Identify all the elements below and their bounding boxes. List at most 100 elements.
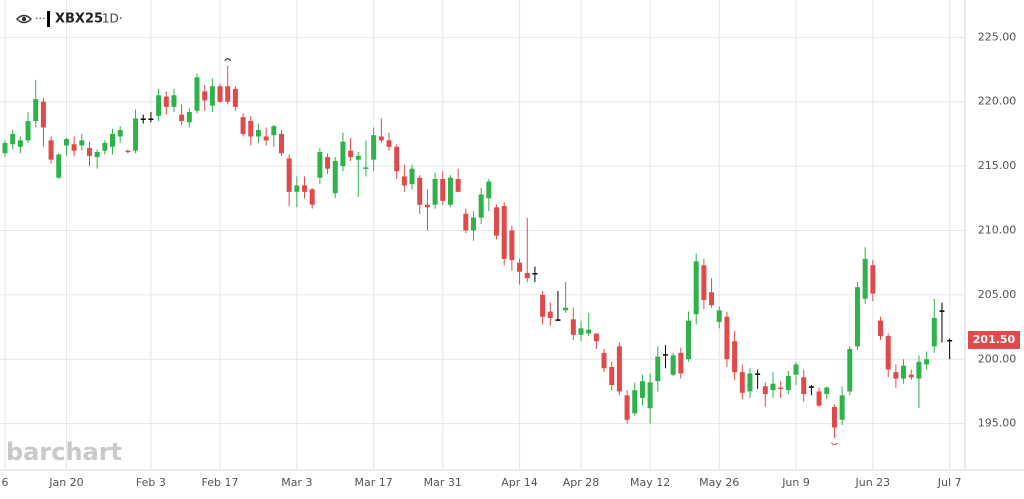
candle-body <box>540 294 546 317</box>
y-tick-label: 200.00 <box>978 352 1017 365</box>
candle-body <box>693 261 699 315</box>
menu-dots[interactable]: ··· <box>35 12 46 25</box>
x-tick-label: Jul 7 <box>937 476 962 489</box>
y-tick-label: 220.00 <box>978 95 1017 108</box>
symbol: XBX25 <box>55 12 103 27</box>
candle-body <box>847 348 853 392</box>
candle-body <box>86 148 92 156</box>
candle-body <box>609 366 615 386</box>
x-tick-label: May 12 <box>630 476 670 489</box>
candle-body <box>194 77 200 111</box>
candle-body <box>670 355 676 375</box>
candle-body <box>578 328 584 335</box>
candle-body <box>317 151 323 178</box>
candle-body <box>286 158 292 192</box>
candle-body <box>709 292 715 306</box>
candle-body <box>10 133 16 145</box>
candle-body <box>778 387 784 390</box>
candle-body <box>862 258 868 299</box>
candle-body <box>470 217 476 231</box>
candle-body <box>271 126 277 136</box>
candle-body <box>916 361 922 379</box>
candle-body <box>547 311 553 319</box>
candle-body <box>501 206 507 259</box>
x-tick-label: Apr 14 <box>501 476 538 489</box>
candle-body <box>747 373 753 392</box>
candle-body <box>724 316 730 360</box>
candle-body <box>555 319 561 321</box>
candle-body <box>424 204 430 208</box>
candle-body <box>102 142 108 151</box>
high-marker <box>224 58 232 61</box>
x-tick-label: Mar 17 <box>355 476 393 489</box>
candle-body <box>186 112 192 123</box>
candle-body <box>94 151 100 158</box>
eye-icon[interactable] <box>16 14 32 24</box>
candle-body <box>133 118 139 151</box>
candle-body <box>762 386 768 395</box>
candle-body <box>639 381 645 398</box>
candle-body <box>816 391 822 406</box>
candle-body <box>140 118 146 120</box>
candle-body <box>517 262 523 272</box>
candle-body <box>532 272 538 275</box>
candle-body <box>686 320 692 360</box>
candle-body <box>409 168 415 185</box>
candle-body <box>263 136 269 141</box>
candle-body <box>2 142 8 154</box>
candle-body <box>947 339 953 342</box>
symbol-bar <box>47 11 50 27</box>
candle-body <box>586 329 592 334</box>
candle-body <box>893 372 899 379</box>
y-tick-label: 195.00 <box>978 417 1017 430</box>
candle-body <box>25 121 31 141</box>
last-price-label: 201.50 <box>973 333 1016 346</box>
candles <box>2 58 953 446</box>
candle-body <box>624 395 630 420</box>
candle-body <box>33 99 39 122</box>
candle-body <box>616 346 622 392</box>
candle-body <box>655 356 661 382</box>
candle-body <box>924 359 930 365</box>
candle-body <box>509 230 515 261</box>
candle-body <box>394 146 400 172</box>
candle-body <box>478 194 484 218</box>
y-tick-label: 205.00 <box>978 288 1017 301</box>
candle-body <box>309 189 315 205</box>
candle-body <box>601 352 607 369</box>
candle-body <box>440 178 446 201</box>
candle-body <box>378 136 384 141</box>
candle-body <box>770 383 776 391</box>
candle-body <box>63 139 69 146</box>
x-tick-label: 6 <box>2 476 9 489</box>
candle-body <box>570 319 576 335</box>
candle-body <box>662 354 668 356</box>
candle-body <box>647 382 653 409</box>
x-tick-label: Jan 20 <box>48 476 83 489</box>
candle-body <box>678 352 684 374</box>
candle-body <box>901 365 907 379</box>
candle-body <box>885 336 891 370</box>
candle-body <box>486 181 492 199</box>
candle-body <box>355 155 361 160</box>
candle-body <box>225 86 231 102</box>
candle-body <box>732 341 738 373</box>
x-tick-label: Feb 17 <box>202 476 239 489</box>
candle-body <box>701 265 707 301</box>
candle-body <box>148 118 154 120</box>
candle-body <box>793 364 799 375</box>
candle-body <box>171 95 177 107</box>
candle-body <box>739 372 745 393</box>
candle-body <box>48 140 54 160</box>
candle-body <box>494 207 500 236</box>
candle-body <box>202 91 208 101</box>
candle-body <box>908 374 914 378</box>
candle-body <box>325 157 331 169</box>
candle-body <box>17 140 23 147</box>
candle-body <box>632 390 638 414</box>
x-tick-label: Feb 3 <box>136 476 166 489</box>
candle-body <box>931 318 937 347</box>
x-tick-label: Jun 9 <box>781 476 810 489</box>
candle-body <box>348 150 354 158</box>
